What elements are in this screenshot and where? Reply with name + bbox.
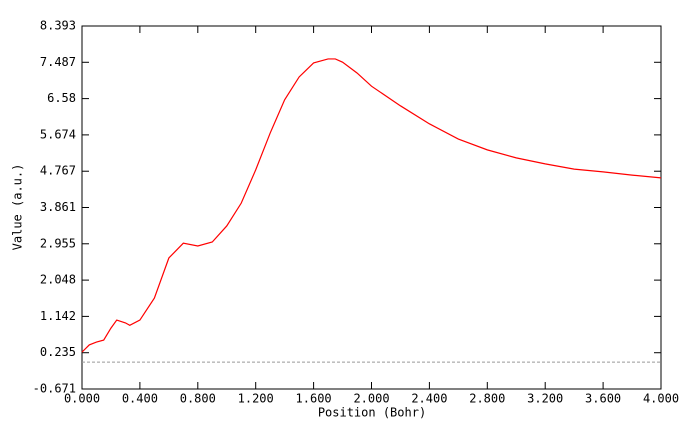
y-tick-label: 4.767 (40, 164, 76, 178)
y-tick-label: 2.048 (40, 273, 76, 287)
x-tick-label: 2.000 (353, 392, 389, 406)
x-tick-label: 0.400 (122, 392, 158, 406)
x-tick-label: 4.000 (643, 392, 679, 406)
y-tick-label: 8.393 (40, 19, 76, 33)
x-tick-label: 1.600 (296, 392, 332, 406)
data-line (81, 58, 662, 353)
y-tick-label: 7.487 (40, 55, 76, 69)
y-tick-label: 3.861 (40, 200, 76, 214)
y-tick-label: 5.674 (40, 127, 76, 141)
x-axis-label: Position (Bohr) (318, 406, 426, 420)
plot-frame (81, 25, 662, 390)
x-tick-label: 3.200 (527, 392, 563, 406)
y-tick-label: -0.671 (33, 382, 76, 396)
x-tick-label: 2.400 (411, 392, 447, 406)
y-tick-label: 2.955 (40, 236, 76, 250)
y-tick-label: 6.58 (47, 91, 76, 105)
x-tick-label: 0.800 (180, 392, 216, 406)
x-tick-label: 2.800 (469, 392, 505, 406)
y-tick-label: 0.235 (40, 345, 76, 359)
x-tick-label: 3.600 (585, 392, 621, 406)
y-tick-label: 1.142 (40, 309, 76, 323)
x-tick-label: 1.200 (238, 392, 274, 406)
y-axis-label: Value (a.u.) (11, 164, 25, 251)
x-tick-label: 0.000 (64, 392, 100, 406)
